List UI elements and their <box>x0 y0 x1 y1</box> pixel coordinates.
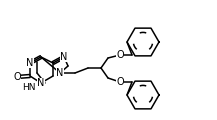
Text: O: O <box>13 72 21 82</box>
Text: N: N <box>26 58 34 68</box>
Text: O: O <box>116 50 124 60</box>
Text: N: N <box>37 78 45 88</box>
Text: N: N <box>60 52 68 62</box>
Text: HN: HN <box>23 83 36 91</box>
Text: O: O <box>116 77 124 87</box>
Text: N: N <box>56 68 64 78</box>
